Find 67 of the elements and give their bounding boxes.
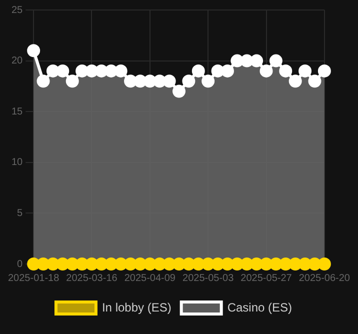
point [308,258,322,270]
point [298,258,312,270]
point [162,74,176,88]
point [153,74,166,88]
point [46,64,60,78]
point [202,258,215,270]
point [220,258,234,270]
point [220,64,234,78]
point [66,74,79,88]
point [94,258,108,270]
x-tick-label: 2025-05-03 [182,272,234,284]
legend-label: Casino (ES) [227,300,292,314]
y-tick-label: 15 [11,106,24,118]
point [36,74,50,88]
point [250,54,264,68]
point [46,258,60,270]
point [318,64,331,78]
point [279,64,292,78]
y-tick-label: 25 [11,4,24,16]
legend-label: In lobby (ES) [102,300,172,314]
point [230,258,244,270]
point [124,258,138,270]
point [318,258,331,270]
point [104,258,118,270]
point [94,64,108,78]
point [27,44,40,58]
point [76,64,89,78]
y-tick-label: 20 [11,56,24,67]
x-tick-label: 2025-01-18 [8,272,60,284]
point [143,258,156,270]
point [192,64,205,78]
point [240,258,254,270]
point [66,258,79,270]
point [114,64,128,78]
point [124,74,138,88]
x-tick-label: 2025-06-20 [298,272,350,284]
point [134,258,147,270]
point [76,258,89,270]
point [288,258,302,270]
point [104,64,118,78]
point [56,258,70,270]
point [182,74,196,88]
y-tick-label: 5 [17,208,24,219]
point [260,64,273,78]
point [279,258,292,270]
y-tick-label: 10 [11,157,24,168]
point [269,54,282,68]
point [134,74,147,88]
point [288,74,302,88]
point [153,258,166,270]
point [182,258,196,270]
point [230,54,244,68]
x-tick-label: 2025-03-16 [66,272,118,284]
point [308,74,322,88]
y-tick-label: 0 [17,258,24,270]
point [250,258,264,270]
x-tick-label: 2025-04-09 [124,272,176,284]
point [192,258,205,270]
x-tick-label: 2025-05-27 [240,272,292,284]
point [172,84,186,98]
point [202,74,215,88]
point [172,258,186,270]
point [114,258,128,270]
point [269,258,282,270]
point [143,74,156,88]
point [298,64,312,78]
point [56,64,70,78]
